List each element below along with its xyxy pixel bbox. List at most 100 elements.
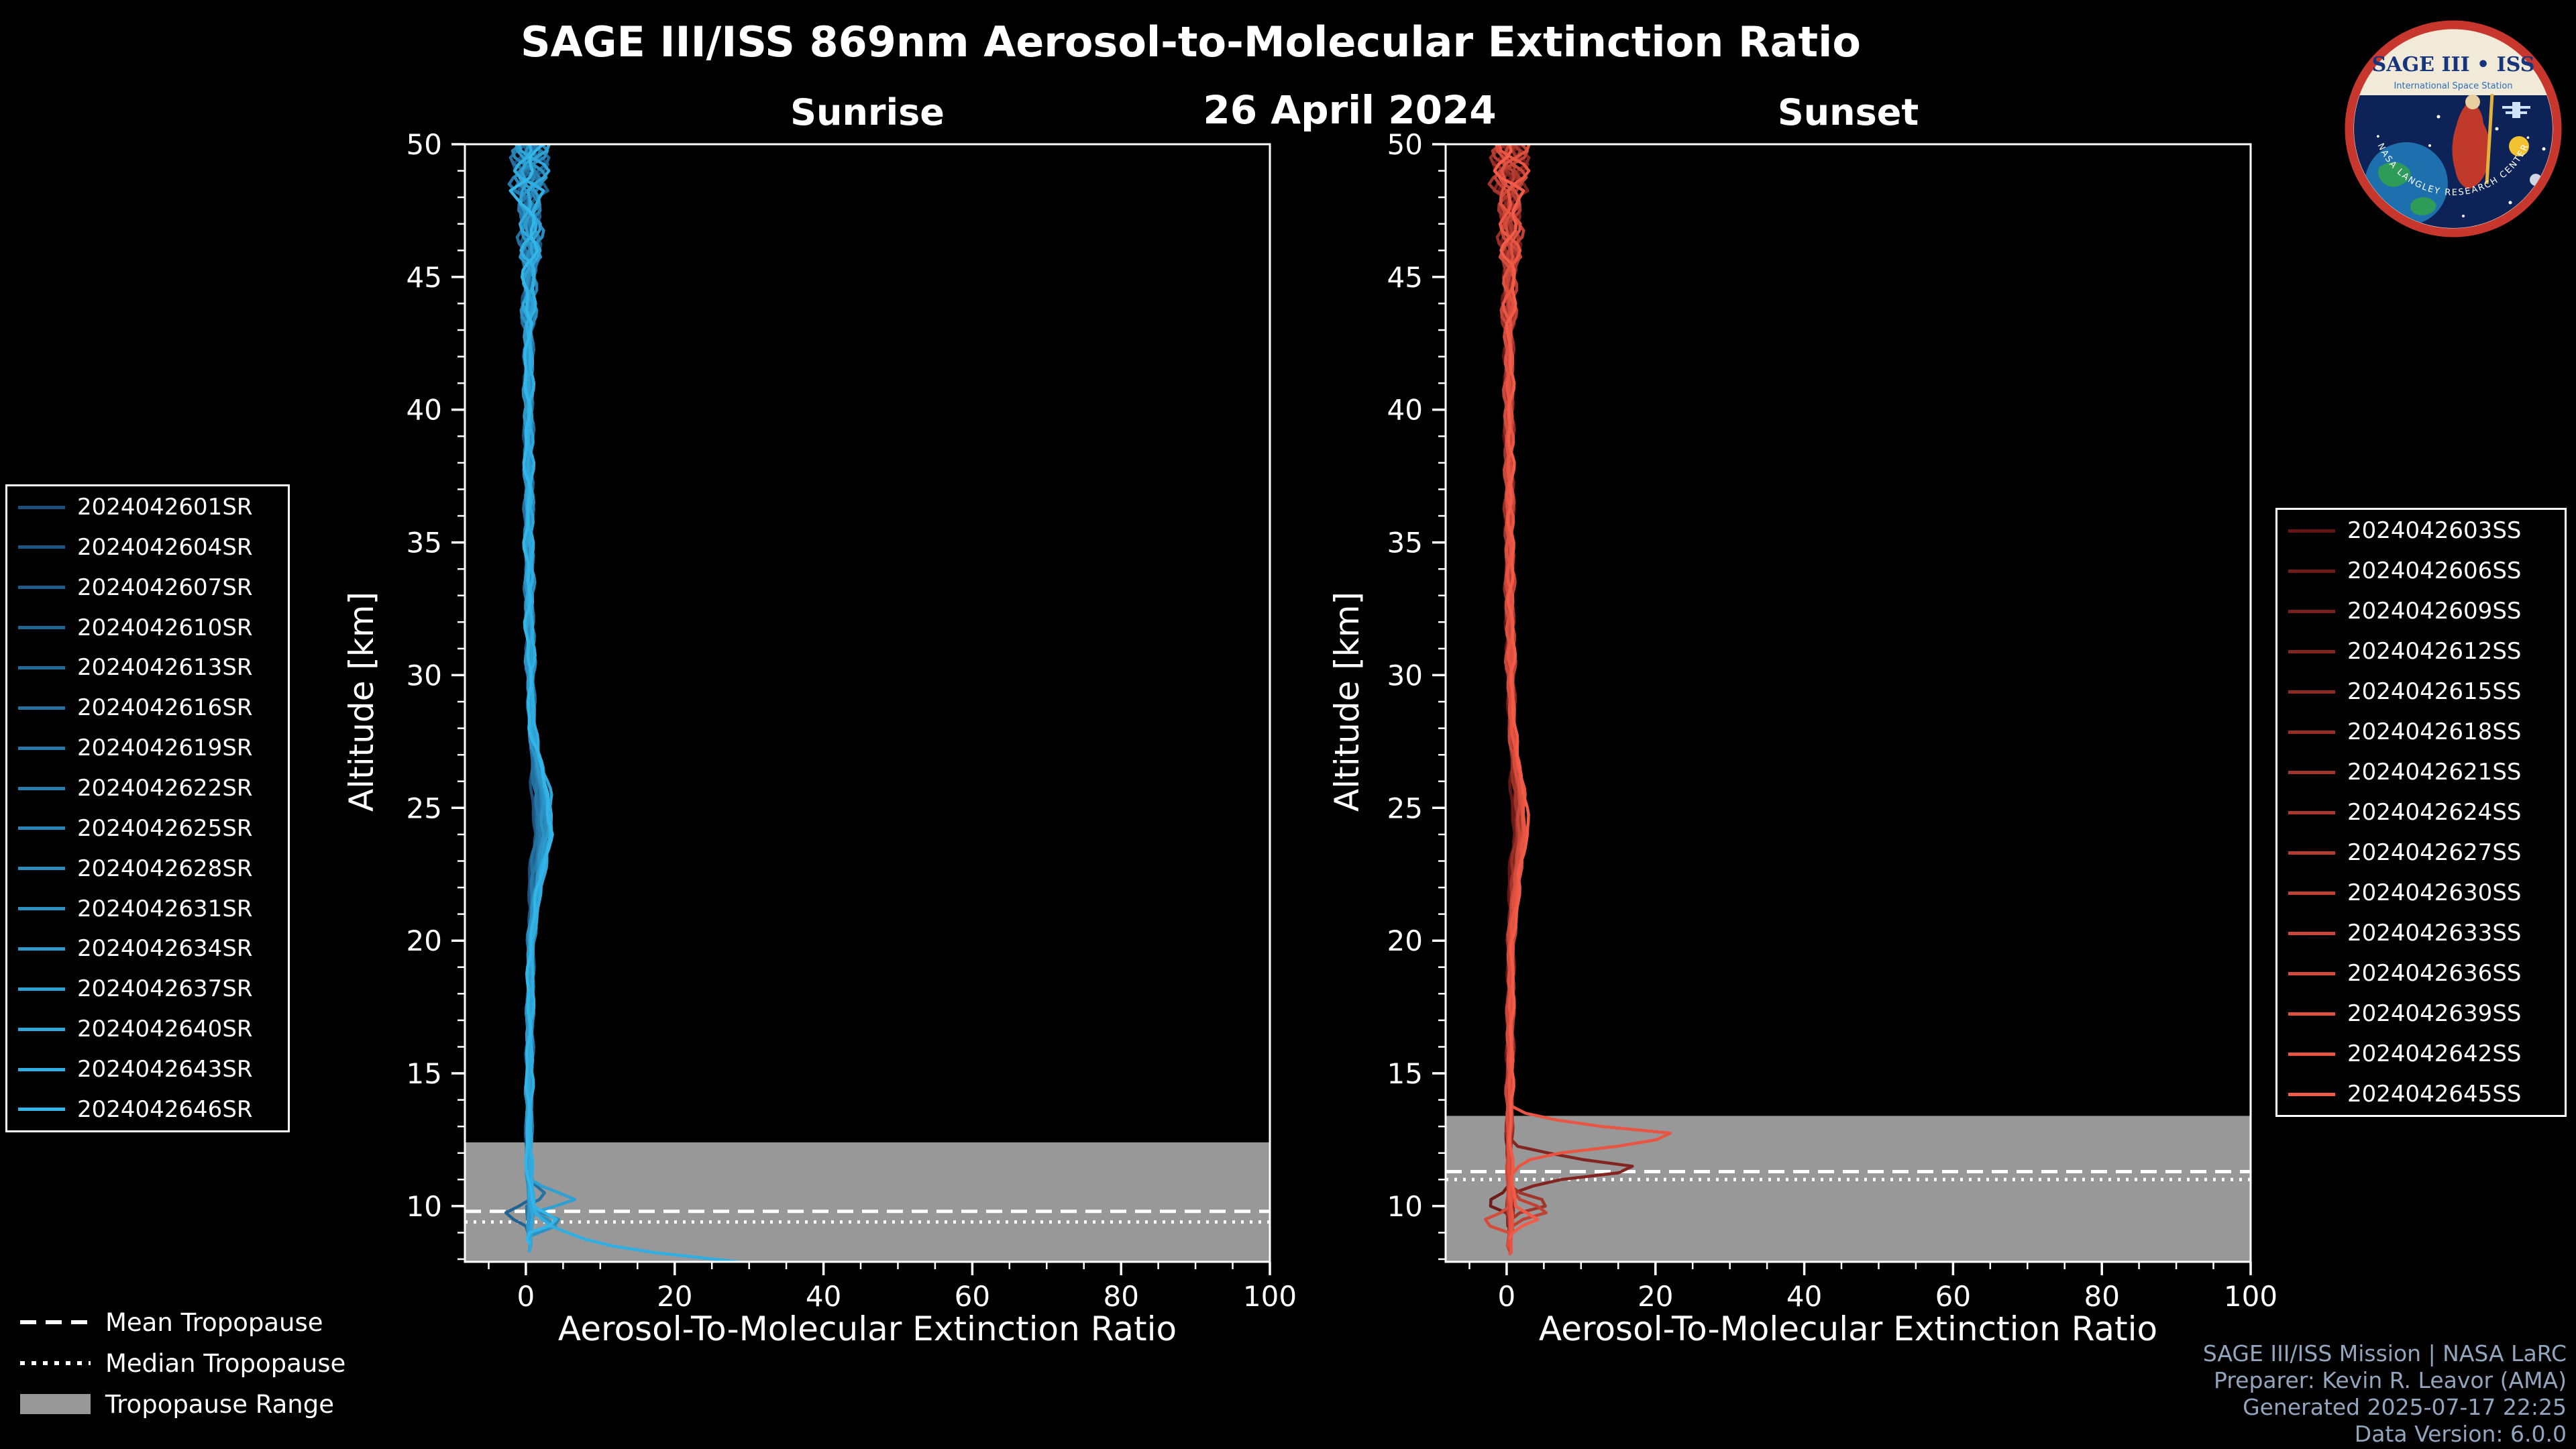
legend-line-swatch — [2288, 891, 2335, 895]
axes-frame — [1444, 143, 2252, 1263]
logo-figure — [2452, 101, 2490, 189]
y-tick-label: 10 — [407, 1190, 442, 1223]
legend-item: 2024042624SS — [2288, 799, 2554, 826]
x-tick-label: 100 — [1243, 1280, 1297, 1313]
legend-item: 2024042622SR — [18, 775, 277, 802]
tropopause-range-band — [1446, 1116, 2251, 1262]
legend-label: 2024042603SS — [2347, 517, 2522, 544]
legend-item: 2024042634SR — [18, 935, 277, 962]
legend-label: 2024042610SR — [77, 614, 253, 641]
tropopause-legend-item: Median Tropopause — [20, 1349, 345, 1378]
legend-line-swatch — [2288, 1012, 2335, 1016]
sunset-plot: 10 15 20 25 30 35 40 45 50 0 20 40 60 80 100 — [1387, 128, 2278, 1313]
tropopause-range-band — [465, 1142, 1270, 1262]
legend-line-swatch — [18, 586, 65, 590]
legend-item: 2024042601SR — [18, 494, 277, 521]
legend-item: 2024042610SR — [18, 614, 277, 641]
legend-item: 2024042609SS — [2288, 598, 2554, 625]
y-tick-label: 35 — [1387, 527, 1423, 559]
credit-line: SAGE III/ISS Mission | NASA LaRC — [2202, 1340, 2567, 1366]
credits: SAGE III/ISS Mission | NASA LaRC Preparer… — [2203, 1340, 2567, 1448]
legend-label: 2024042601SR — [77, 494, 253, 521]
profile-2024042645SS — [1493, 144, 1540, 1240]
legend-label: 2024042646SR — [77, 1095, 253, 1123]
legend-item: 2024042627SS — [2288, 839, 2554, 866]
y-tick-label: 20 — [1387, 924, 1423, 957]
legend-label: 2024042613SR — [77, 654, 253, 682]
y-tick-label: 10 — [1387, 1190, 1423, 1223]
tropopause-legend-item: Mean Tropopause — [20, 1307, 345, 1337]
legend-line-swatch — [18, 987, 65, 991]
logo-title: SAGE III • ISS — [2372, 53, 2535, 76]
profile-2024042643SR — [513, 144, 740, 1262]
legend-line-swatch — [18, 665, 65, 669]
profile-2024042642SS — [1497, 144, 1672, 1256]
legend-item: 2024042637SR — [18, 975, 277, 1003]
legend-line-swatch — [18, 1108, 65, 1112]
legend-item: 2024042636SS — [2288, 960, 2554, 987]
legend-line-swatch — [2288, 529, 2335, 533]
panel-title-sunset: Sunset — [1777, 91, 1919, 133]
legend-label: 2024042612SS — [2347, 638, 2522, 665]
y-tick-label: 45 — [407, 261, 442, 294]
legend-line-swatch — [2288, 770, 2335, 774]
axes-frame — [464, 143, 1271, 1263]
y-tick-label: 15 — [1387, 1057, 1423, 1090]
legend-line-swatch — [2288, 971, 2335, 975]
y-tick-label: 30 — [407, 659, 442, 692]
legend-label: 2024042628SR — [77, 855, 253, 882]
y-tick-label: 40 — [1387, 394, 1423, 427]
sunrise-legend: 2024042601SR 2024042604SR 2024042607SR 2024… — [5, 484, 290, 1132]
legend-item: 2024042606SS — [2288, 557, 2554, 584]
legend-label: 2024042618SS — [2347, 718, 2522, 745]
legend-line-swatch — [18, 826, 65, 830]
legend-label: 2024042621SS — [2347, 759, 2522, 786]
legend-line-swatch — [2288, 730, 2335, 734]
legend-line-swatch — [2288, 649, 2335, 653]
x-tick-label: 60 — [1935, 1280, 1971, 1313]
x-tick-label: 20 — [657, 1280, 692, 1313]
panel-sunrise: 10 15 20 25 30 35 40 45 50 0 20 40 60 80 100 — [407, 128, 1297, 1313]
legend-label: 2024042604SR — [77, 533, 253, 561]
tropopause-legend: Mean Tropopause Median Tropopause Tropopau… — [20, 1308, 345, 1431]
legend-label: 2024042637SR — [77, 975, 253, 1003]
legend-item: 2024042630SS — [2288, 879, 2554, 906]
logo-subtitle: International Space Station — [2394, 81, 2512, 91]
x-tick-label: 100 — [2224, 1280, 2277, 1313]
sage-logo: SAGE III • ISS International Space Stati… — [2345, 20, 2562, 237]
y-tick-label: 15 — [407, 1057, 442, 1090]
y-axis-label-sunset: Altitude [km] — [1328, 592, 1366, 812]
legend-label: 2024042645SS — [2347, 1081, 2522, 1108]
legend-item: 2024042646SR — [18, 1095, 277, 1123]
y-tick-label: 20 — [407, 924, 442, 957]
patch-line-swatch — [20, 1394, 91, 1414]
legend-label: 2024042642SS — [2347, 1040, 2522, 1067]
tropopause-legend-label: Tropopause Range — [105, 1389, 335, 1419]
legend-line-swatch — [2288, 931, 2335, 935]
figure-date: 26 April 2024 — [1203, 87, 1497, 133]
legend-label: 2024042630SS — [2347, 879, 2522, 906]
y-tick-label: 25 — [1387, 792, 1423, 824]
y-tick-label: 50 — [407, 128, 442, 161]
legend-line-swatch — [2288, 851, 2335, 855]
legend-label: 2024042609SS — [2347, 598, 2522, 625]
tropopause-legend-item: Tropopause Range — [20, 1389, 345, 1419]
legend-line-swatch — [18, 706, 65, 710]
panel-title-sunrise: Sunrise — [790, 91, 945, 133]
legend-label: 2024042616SR — [77, 694, 253, 722]
legend-label: 2024042631SR — [77, 895, 253, 922]
legend-item: 2024042642SS — [2288, 1040, 2554, 1067]
legend-label: 2024042625SR — [77, 814, 253, 842]
legend-line-swatch — [2288, 1092, 2335, 1096]
legend-label: 2024042639SS — [2347, 1000, 2522, 1027]
legend-label: 2024042624SS — [2347, 799, 2522, 826]
y-tick-label: 30 — [1387, 659, 1423, 692]
panel-sunset: 10 15 20 25 30 35 40 45 50 0 20 40 60 80 100 — [1387, 128, 2278, 1313]
legend-label: 2024042627SS — [2347, 839, 2522, 866]
tropopause-legend-label: Mean Tropopause — [105, 1307, 323, 1337]
legend-item: 2024042633SS — [2288, 920, 2554, 947]
x-tick-label: 60 — [955, 1280, 990, 1313]
legend-item: 2024042603SS — [2288, 517, 2554, 544]
legend-item: 2024042631SR — [18, 895, 277, 922]
x-tick-label: 40 — [1786, 1280, 1822, 1313]
